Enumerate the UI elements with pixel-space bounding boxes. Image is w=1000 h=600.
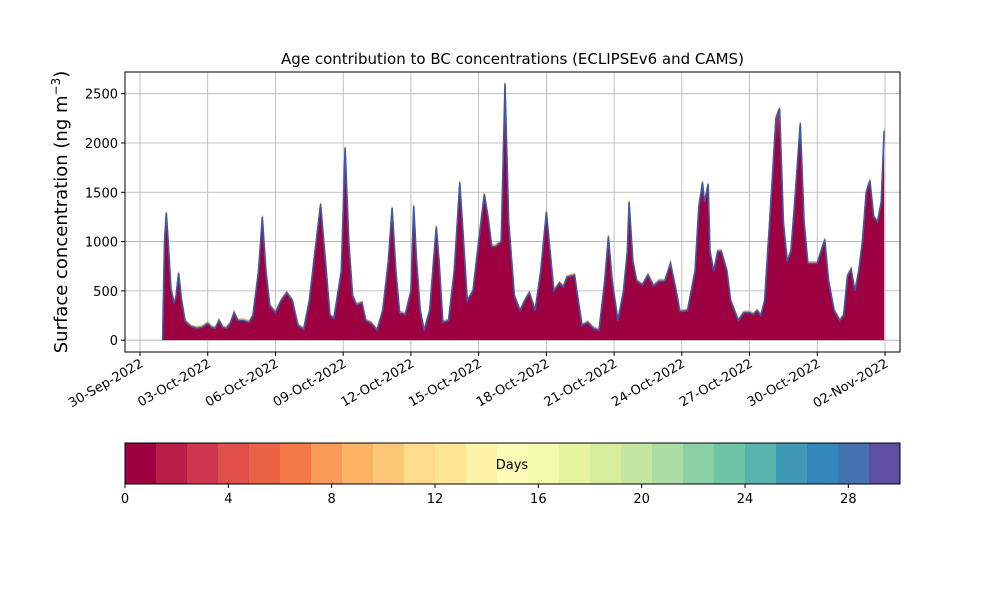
colorbar-tick-label: 16 [530, 492, 547, 507]
colorbar-segment [776, 443, 808, 484]
x-tick-label: 18-Oct-2022 [474, 356, 552, 410]
colorbar-segment [559, 443, 591, 484]
y-axis-label-text: Surface concentration (ng m [51, 95, 72, 353]
colorbar-segment [838, 443, 870, 484]
colorbar-segment [404, 443, 436, 484]
colorbar-segment [528, 443, 560, 484]
y-axis-label: Surface concentration (ng m−3) [49, 71, 72, 354]
colorbar-segment [342, 443, 374, 484]
x-tick-label: 30-Sep-2022 [66, 356, 146, 411]
colorbar-segment [187, 443, 219, 484]
y-tick-label: 2500 [85, 88, 118, 103]
colorbar-tick-label: 28 [840, 492, 857, 507]
colorbar-segment [218, 443, 250, 484]
x-tick-label: 24-Oct-2022 [609, 356, 687, 410]
colorbar-segment [714, 443, 746, 484]
colorbar-segment [249, 443, 281, 484]
y-tick-label: 2000 [85, 137, 118, 152]
y-axis: 0 500 1000 1500 2000 2500 [85, 88, 125, 349]
x-tick-label: 03-Oct-2022 [135, 356, 213, 410]
colorbar-label: Days [496, 458, 529, 473]
colorbar-tick-label: 4 [224, 492, 232, 507]
x-tick-label: 27-Oct-2022 [677, 356, 755, 410]
colorbar-tick-label: 8 [328, 492, 336, 507]
colorbar-frame [124, 442, 901, 485]
x-tick-label: 02-Nov-2022 [811, 356, 891, 411]
colorbar: 0 4 8 12 16 20 24 28 [121, 442, 901, 507]
x-tick-label: 06-Oct-2022 [203, 356, 281, 410]
y-tick-label: 1500 [85, 186, 118, 201]
colorbar-tick-label: 12 [427, 492, 444, 507]
colorbar-segment [869, 443, 901, 484]
x-tick-label: 12-Oct-2022 [339, 356, 417, 410]
y-tick-label: 0 [110, 334, 118, 349]
x-tick-label: 21-Oct-2022 [542, 356, 620, 410]
colorbar-segment [807, 443, 839, 484]
colorbar-segment [125, 443, 157, 484]
x-tick-label: 09-Oct-2022 [271, 356, 349, 410]
y-tick-label: 1000 [85, 236, 118, 251]
colorbar-tick-label: 24 [737, 492, 754, 507]
colorbar-segment [683, 443, 715, 484]
colorbar-tick-label: 0 [121, 492, 129, 507]
chart-title: Age contribution to BC concentrations (E… [281, 50, 744, 68]
plot-frame [124, 71, 901, 353]
y-axis-label-superscript: −3 [49, 78, 63, 96]
x-tick-label: 15-Oct-2022 [406, 356, 484, 410]
colorbar-segment [590, 443, 622, 484]
y-axis-label-close: ) [51, 71, 72, 78]
y-tick-label: 500 [93, 285, 118, 300]
colorbar-segment [497, 443, 529, 484]
colorbar-segment [156, 443, 188, 484]
colorbar-segment [652, 443, 684, 484]
colorbar-segment [466, 443, 498, 484]
total-outline [161, 83, 885, 341]
colorbar-segment [621, 443, 653, 484]
colorbar-tick-label: 20 [633, 492, 650, 507]
plot-area [161, 82, 885, 341]
colorbar-segment [435, 443, 467, 484]
colorbar-segment [311, 443, 343, 484]
colorbar-segment [280, 443, 312, 484]
colorbar-segment [745, 443, 777, 484]
x-axis: 30-Sep-202203-Oct-202206-Oct-202209-Oct-… [66, 352, 891, 411]
age-area-fill [162, 83, 885, 341]
x-tick-label: 30-Oct-2022 [745, 356, 823, 410]
colorbar-segment [373, 443, 405, 484]
